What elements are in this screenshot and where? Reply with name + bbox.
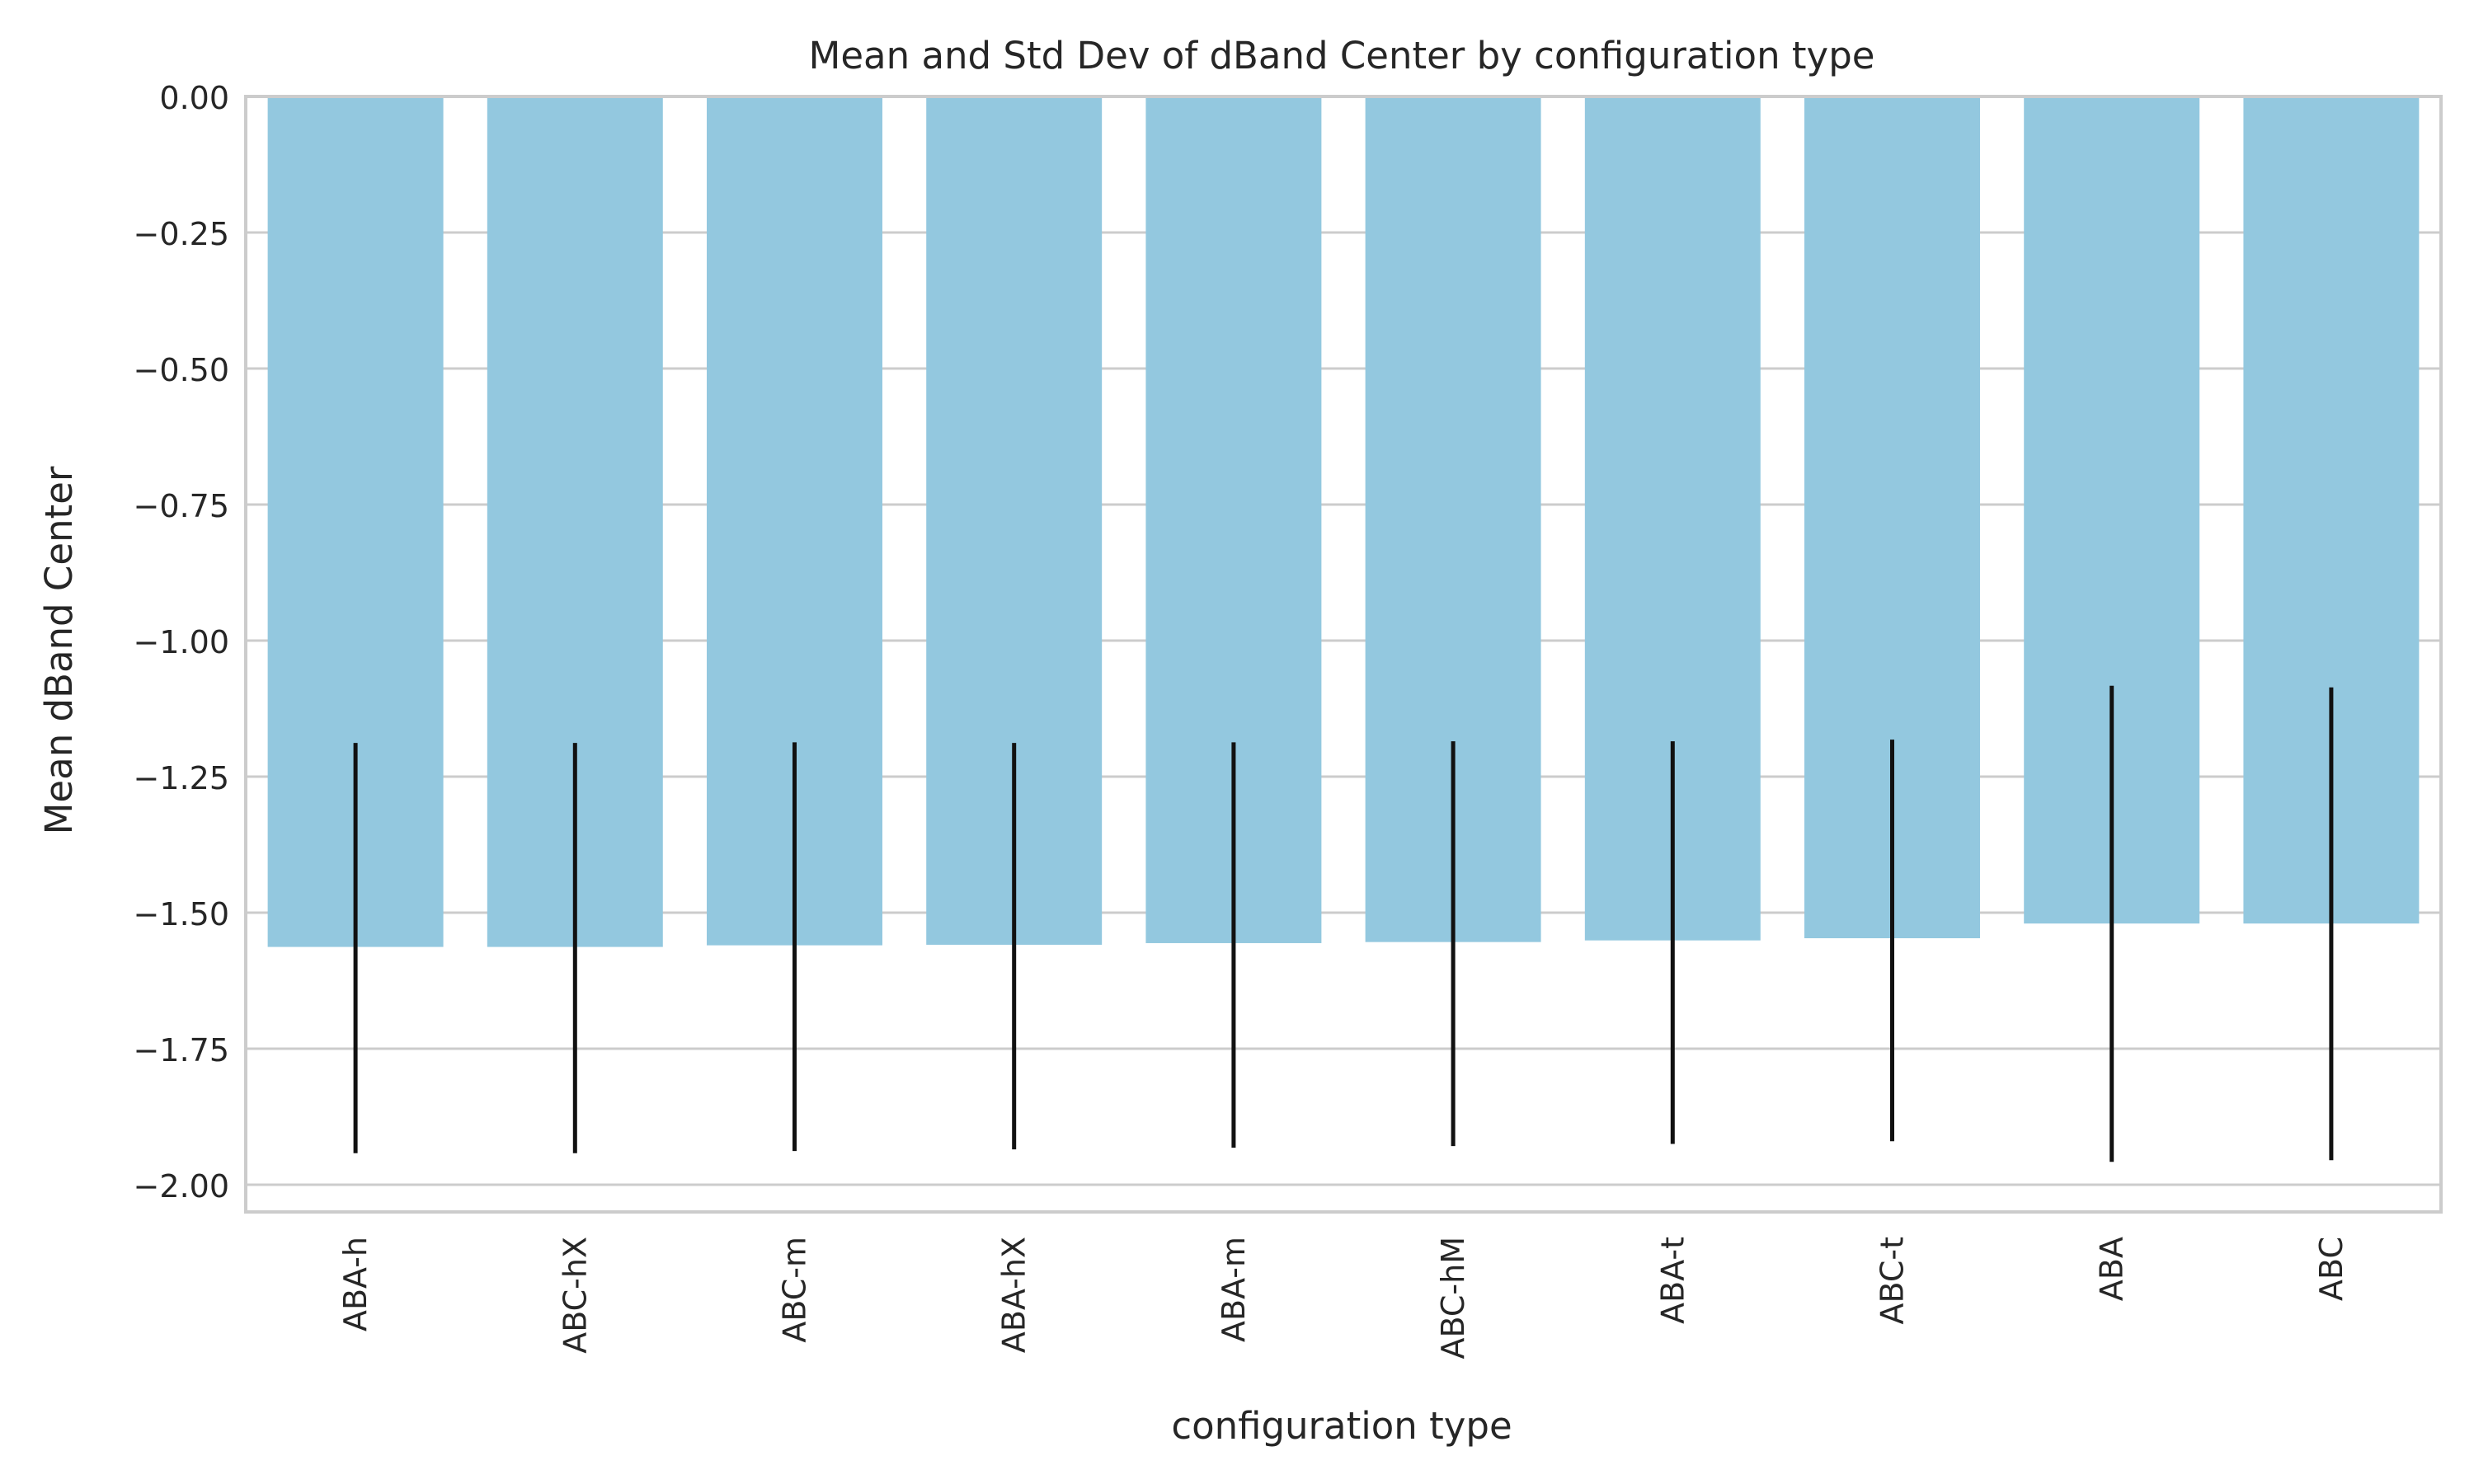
x-axis-label: configuration type [1171, 1404, 1512, 1448]
x-tick-label: ABC-hX [557, 1237, 593, 1354]
x-tick-label: ABC-hM [1435, 1237, 1471, 1360]
plot-frame [244, 95, 2443, 1214]
y-tick-label: 0.00 [159, 80, 229, 116]
y-tick-label: −1.25 [134, 760, 229, 796]
y-tick-label: −1.00 [134, 624, 229, 660]
x-tick-label: ABC [2313, 1237, 2349, 1301]
x-tick-label: ABA-t [1654, 1237, 1691, 1324]
chart-title: Mean and Std Dev of dBand Center by conf… [809, 34, 1875, 77]
y-tick-label: −0.50 [134, 352, 229, 388]
y-tick-label: −1.50 [134, 896, 229, 932]
y-axis-ticks: 0.00 −0.25 −0.50 −0.75 −1.00 −1.25 −1.50 −1.75 −… [134, 80, 229, 1205]
x-tick-label: ABA-m [1216, 1237, 1252, 1342]
y-axis-label: Mean dBand Center [37, 466, 81, 834]
x-tick-label: ABA [2094, 1237, 2130, 1301]
y-tick-label: −2.00 [134, 1168, 229, 1205]
bars [267, 96, 2420, 947]
x-tick-label: ABA-hX [996, 1237, 1032, 1353]
x-tick-label: ABC-t [1874, 1237, 1911, 1325]
y-tick-label: −0.75 [134, 488, 229, 524]
x-tick-label: ABA-h [337, 1237, 374, 1331]
y-tick-label: −0.25 [134, 216, 229, 252]
x-axis-ticks: ABA-h ABC-hX ABC-m ABA-hX ABA-m ABC-hM ABA-t AB… [337, 1237, 2349, 1360]
error-bars [353, 685, 2334, 1162]
x-tick-label: ABC-m [777, 1237, 813, 1343]
y-tick-label: −1.75 [134, 1032, 229, 1068]
